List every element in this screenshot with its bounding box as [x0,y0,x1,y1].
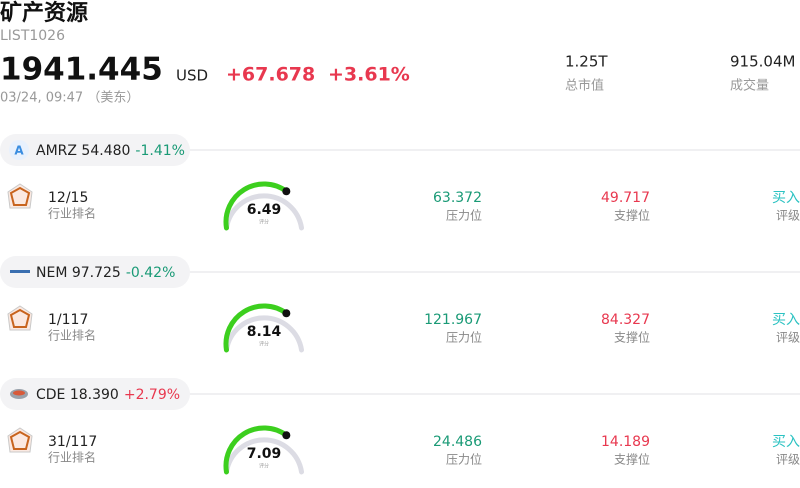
score: 6.49 [247,202,282,218]
stock-logo [9,140,29,160]
resistance-label: 压力位 [446,452,482,467]
stats: 1.25T 总市值 915.04M 成交量 [565,53,795,94]
rank-icon-fill [9,308,31,328]
score-label: 评分 [259,341,269,348]
stock-pill [0,134,190,166]
code: LIST1026 [0,28,65,44]
change: +67.678 [226,64,315,86]
support-label: 支撑位 [614,208,650,223]
currency: USD [176,67,208,85]
rank-icon-fill [9,430,31,450]
stock-name-price: CDE 18.390 [36,387,119,403]
support: 49.717 [601,190,650,206]
rating: 买入 [772,434,800,450]
support-label: 支撑位 [614,452,650,467]
resistance: 24.486 [433,434,482,450]
stat-label: 成交量 [730,78,769,94]
stock-logo [13,390,25,396]
rank-label: 行业排名 [48,206,96,221]
rank-icon-fill [9,186,31,206]
support: 14.189 [601,434,650,450]
score-label: 评分 [259,219,269,226]
resistance-label: 压力位 [446,208,482,223]
gauge-dot [282,309,291,318]
gauge-fill [223,303,289,353]
gauge-dot [282,187,291,196]
rating: 买入 [772,312,800,328]
stock-name: CDE 18.390 +2.79% [36,387,180,403]
stock-pill [0,256,190,288]
time: 03/24, 09:47 （美东） [0,91,139,106]
support-label: 支撑位 [614,330,650,345]
resistance-label: 压力位 [446,330,482,345]
gauge-fill [223,181,289,231]
rank-label: 行业排名 [48,450,96,465]
price: 1941.445 [0,52,163,88]
rating-label: 评级 [776,453,800,467]
rank: 31/117 [48,434,97,450]
stock-name: AMRZ 54.480 -1.41% [36,143,185,159]
stock-change: -1.41% [135,143,185,159]
rating-label: 评级 [776,209,800,223]
gauge-track [223,315,305,353]
rank: 12/15 [48,190,88,206]
rank-label: 行业排名 [48,328,96,343]
rating-label: 评级 [776,331,800,345]
stock-name-price: NEM 97.725 [36,265,121,281]
stock-change: +2.79% [124,387,180,403]
resistance: 63.372 [433,190,482,206]
score: 7.09 [247,446,282,462]
gauge-track [223,437,305,475]
resistance: 121.967 [424,312,482,328]
gauge-track [223,193,305,231]
gauge-dot [282,431,291,440]
score-label: 评分 [259,463,269,470]
stock-name-price: AMRZ 54.480 [36,143,130,159]
stock-name: NEM 97.725 -0.42% [36,265,175,281]
stock-change: -0.42% [126,265,176,281]
title: 矿产资源 [0,0,88,26]
stat-value: 915.04M [730,53,795,71]
stock-pill [0,378,190,410]
stat-label: 总市值 [565,78,604,94]
rating: 买入 [772,190,800,206]
stock-logo-letter: A [14,144,24,158]
rank: 1/117 [48,312,88,328]
gauge-fill [223,425,289,475]
change-pct: +3.61% [328,64,410,86]
stock-logo [10,270,30,273]
support: 84.327 [601,312,650,328]
stat-value: 1.25T [565,53,608,71]
score: 8.14 [247,324,282,340]
